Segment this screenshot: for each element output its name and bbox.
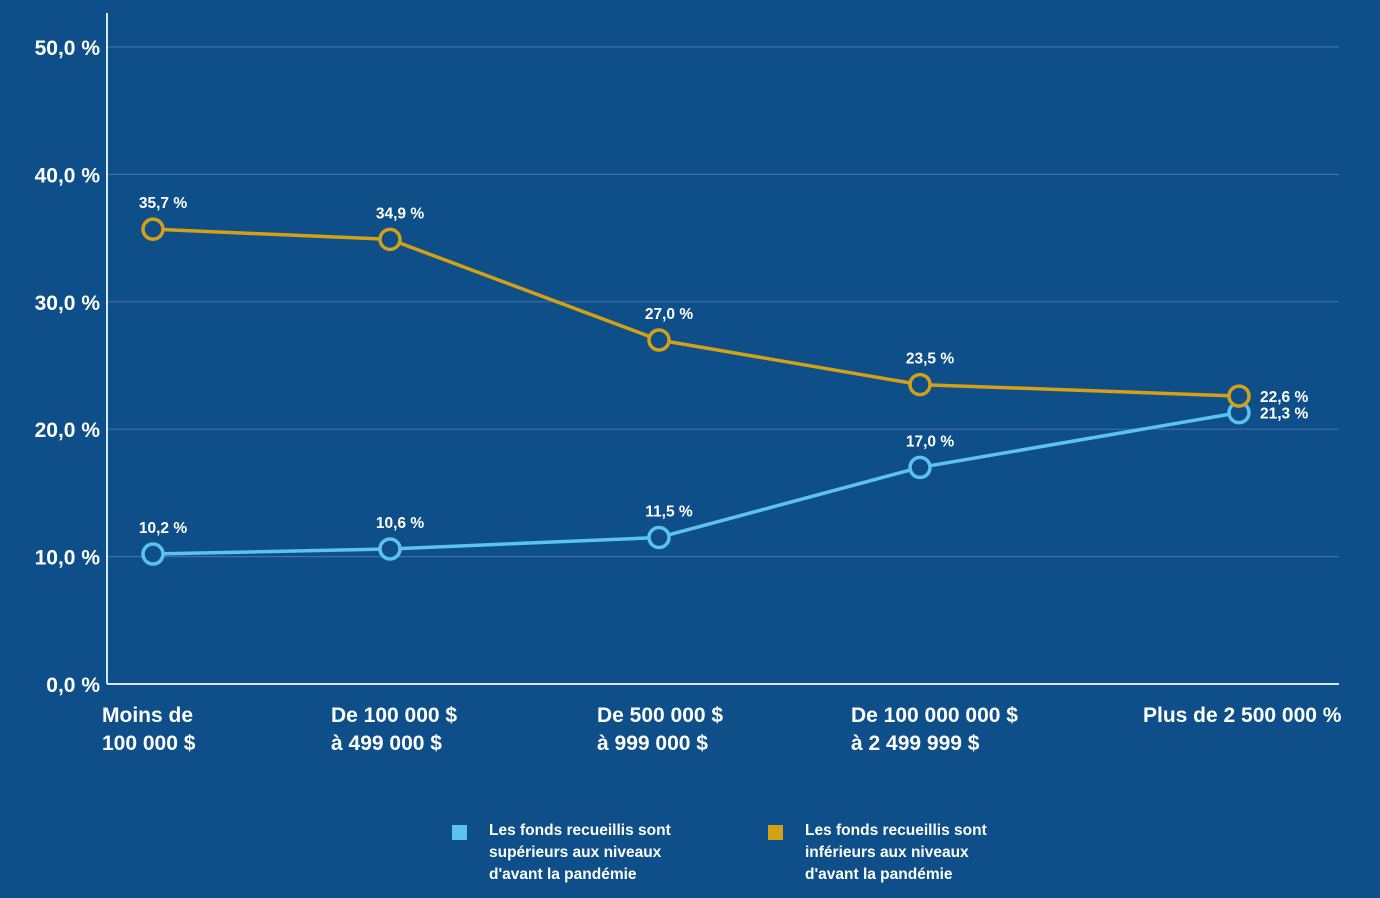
data-point[interactable] xyxy=(908,372,932,397)
x-tick-label: De 500 000 $ à 999 000 $ xyxy=(597,704,723,755)
data-label: 11,5 % xyxy=(645,503,693,520)
y-axis-ticks: 0,0 % 10,0 % 20,0 % 30,0 % 40,0 % 50,0 % xyxy=(35,37,101,697)
legend-label: Les fonds recueillis sont inférieurs aux… xyxy=(805,822,987,883)
legend: Les fonds recueillis sont supérieurs aux… xyxy=(452,820,1020,886)
data-point[interactable] xyxy=(141,217,165,241)
data-label: 35,7 % xyxy=(139,195,187,212)
data-label: 10,2 % xyxy=(139,520,187,537)
data-point[interactable] xyxy=(647,525,671,550)
legend-swatch-gold xyxy=(768,825,783,840)
data-point[interactable] xyxy=(908,455,932,480)
data-label: 22,6 % xyxy=(1260,389,1308,406)
legend-item-inferieurs[interactable]: Les fonds recueillis sont inférieurs aux… xyxy=(768,820,1020,886)
gridlines xyxy=(107,46,1339,558)
legend-swatch-light-blue xyxy=(452,825,467,840)
legend-item-superieurs[interactable]: Les fonds recueillis sont supérieurs aux… xyxy=(452,820,704,886)
data-point[interactable] xyxy=(141,542,165,566)
x-tick-label: Moins de 100 000 $ xyxy=(102,704,196,755)
series-line xyxy=(152,410,1240,556)
y-tick-label: 30,0 % xyxy=(35,292,101,315)
series-group xyxy=(141,217,1251,566)
data-point[interactable] xyxy=(647,328,671,352)
data-label: 21,3 % xyxy=(1260,406,1308,423)
data-point[interactable] xyxy=(378,537,402,561)
x-tick-label: De 100 000 000 $ à 2 499 999 $ xyxy=(851,704,1018,755)
y-tick-label: 40,0 % xyxy=(35,164,101,187)
y-tick-label: 0,0 % xyxy=(46,674,100,697)
x-axis-ticks: Moins de 100 000 $ De 100 000 $ à 499 000 $… xyxy=(102,704,1342,755)
y-tick-label: 10,0 % xyxy=(35,547,101,570)
legend-label: Les fonds recueillis sont supérieurs aux… xyxy=(489,822,671,883)
data-label: 34,9 % xyxy=(376,205,424,222)
data-label: 27,0 % xyxy=(645,306,693,323)
data-point[interactable] xyxy=(378,227,402,252)
x-tick-label: De 100 000 $ à 499 000 $ xyxy=(331,704,457,755)
x-tick-label: Plus de 2 500 000 % xyxy=(1143,704,1342,727)
data-point[interactable] xyxy=(1227,384,1251,408)
data-label: 17,0 % xyxy=(906,433,954,450)
data-label: 10,6 % xyxy=(376,515,424,532)
line-chart: 0,0 % 10,0 % 20,0 % 30,0 % 40,0 % 50,0 % Moin… xyxy=(35,13,1342,755)
y-tick-label: 20,0 % xyxy=(35,419,101,442)
data-labels: 10,2 % 10,6 % 11,5 % 17,0 % 21,3 % 35,7 % 34,9… xyxy=(139,195,1309,537)
y-tick-label: 50,0 % xyxy=(35,37,101,60)
series-line xyxy=(152,227,1240,398)
data-label: 23,5 % xyxy=(906,351,954,368)
